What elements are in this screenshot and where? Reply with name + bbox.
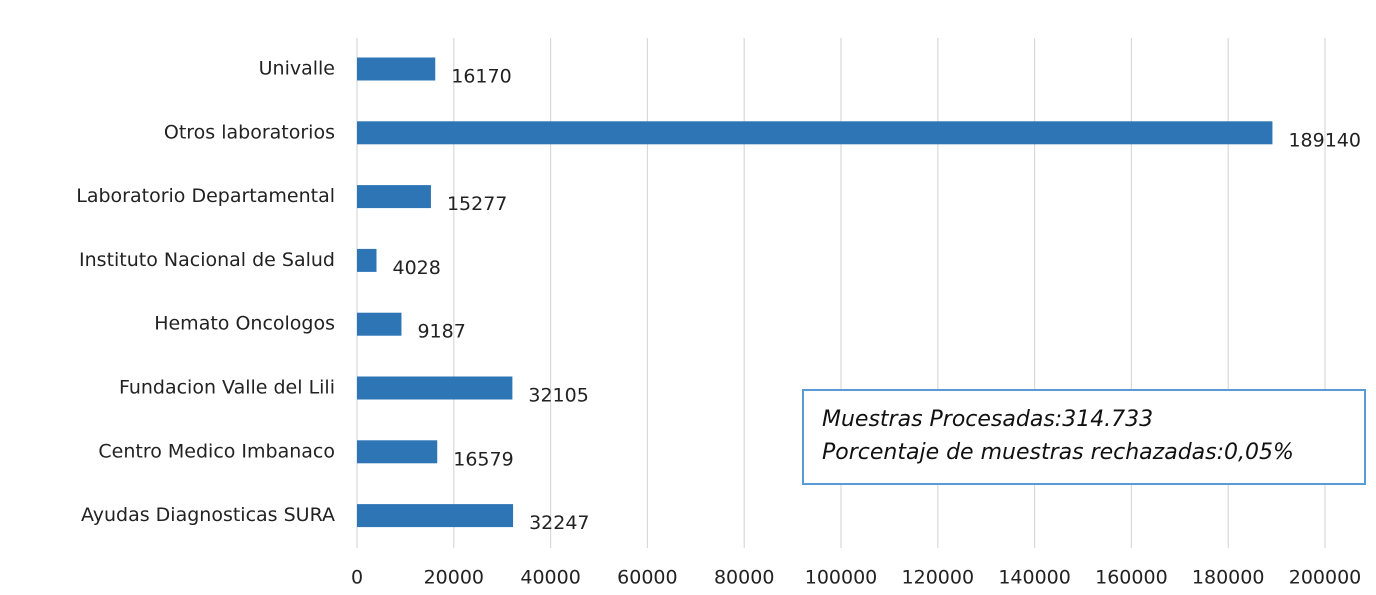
x-tick-label: 120000 — [902, 567, 975, 589]
data-label: 32105 — [528, 385, 588, 407]
x-tick-label: 100000 — [805, 567, 878, 589]
bar — [357, 440, 438, 464]
bar — [357, 504, 514, 528]
y-tick-label: Otros laboratorios — [164, 121, 335, 143]
data-label: 16170 — [451, 66, 511, 88]
x-tick-label: 200000 — [1289, 567, 1362, 589]
x-tick-label: 160000 — [1095, 567, 1168, 589]
bar — [357, 312, 402, 336]
y-tick-label: Fundacion Valle del Lili — [119, 377, 335, 399]
y-tick-label: Centro Medico Imbanaco — [98, 440, 335, 462]
bar — [357, 376, 513, 400]
annotation: Porcentaje de muestras rechazadas:0,05% — [822, 440, 1294, 465]
bar — [357, 185, 431, 209]
bar — [357, 121, 1273, 145]
y-tick-label: Univalle — [259, 58, 335, 80]
annotation-box — [802, 389, 1366, 485]
x-tick-label: 140000 — [998, 567, 1071, 589]
x-tick-label: 60000 — [617, 567, 677, 589]
data-label: 15277 — [447, 193, 507, 215]
x-tick-label: 40000 — [520, 567, 580, 589]
bar — [357, 57, 436, 81]
annotation: Muestras Procesadas:314.733 — [822, 407, 1153, 432]
y-tick-label: Laboratorio Departamental — [76, 185, 335, 207]
data-label: 9187 — [417, 321, 465, 343]
data-label: 4028 — [392, 257, 440, 279]
x-tick-label: 180000 — [1192, 567, 1265, 589]
data-label: 16579 — [453, 448, 513, 470]
x-tick-label: 80000 — [714, 567, 774, 589]
x-tick-label: 0 — [351, 567, 363, 589]
bar — [357, 248, 377, 272]
data-label: 189140 — [1288, 129, 1361, 151]
y-tick-label: Hemato Oncologos — [154, 313, 335, 335]
x-tick-label: 20000 — [424, 567, 484, 589]
y-tick-label: Ayudas Diagnosticas SURA — [81, 504, 335, 526]
y-tick-label: Instituto Nacional de Salud — [79, 249, 335, 271]
data-label: 32247 — [529, 512, 589, 534]
